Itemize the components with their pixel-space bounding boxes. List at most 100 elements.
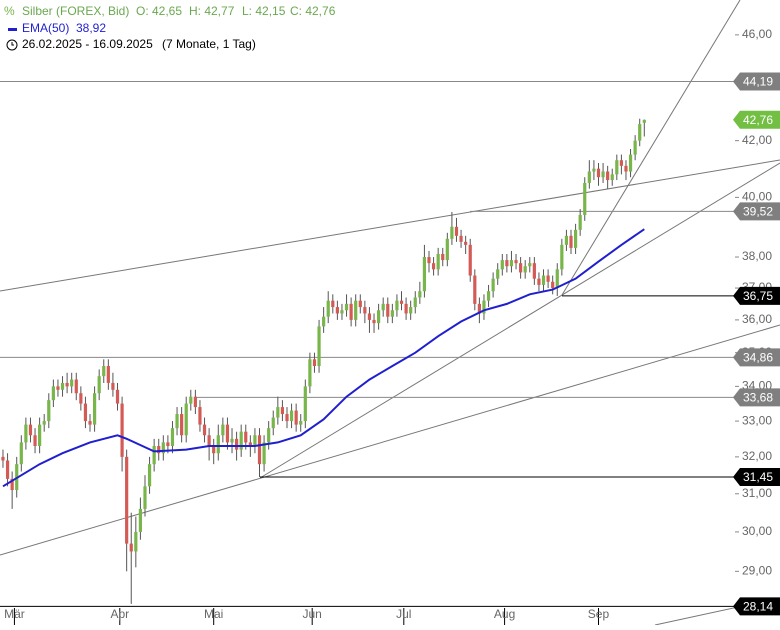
candle-body <box>642 119 646 123</box>
candle-body <box>500 260 504 270</box>
candle-body <box>1 456 5 461</box>
price-tag-label: 44,19 <box>743 75 773 89</box>
candle-body <box>60 382 65 390</box>
candle-body <box>235 438 239 450</box>
candle-body <box>129 543 133 552</box>
candle-body <box>615 160 619 175</box>
candle-body <box>198 407 202 425</box>
price-tag <box>733 286 780 305</box>
candle-body <box>532 263 536 279</box>
candle-body <box>606 171 610 181</box>
ohlc: L: 42,15 <box>242 4 286 18</box>
candle-body <box>253 435 257 447</box>
candle-body <box>276 407 280 418</box>
candle-body <box>546 275 550 282</box>
candle-body <box>450 226 454 239</box>
candle-body <box>583 182 587 215</box>
candle-body <box>51 386 55 401</box>
candle-body <box>358 300 362 308</box>
candles <box>1 118 646 604</box>
trendline <box>561 0 741 296</box>
candle-body <box>244 431 248 443</box>
candle-body <box>299 421 303 425</box>
candle-body <box>92 393 97 425</box>
candle-body <box>541 275 546 285</box>
candle-body <box>560 244 564 270</box>
candle-body <box>134 531 138 552</box>
candle-body <box>390 310 394 317</box>
candle-body <box>47 400 51 422</box>
candle-body <box>340 310 344 314</box>
axis: 29,0030,0031,0032,0033,0034,0035,0036,00… <box>4 27 772 625</box>
candle-body <box>312 359 317 367</box>
candle-body <box>189 396 193 404</box>
candle-body <box>628 154 633 172</box>
clock-icon <box>6 39 18 51</box>
x-tick-label: Mär <box>4 607 25 621</box>
price-tag-label: 33,68 <box>743 391 773 405</box>
candle-body <box>335 307 339 314</box>
candle-body <box>514 260 518 264</box>
candle-body <box>42 421 46 425</box>
x-tick-label: Jul <box>396 607 411 621</box>
candle-body <box>102 366 106 377</box>
candle-body <box>496 269 500 279</box>
candle-body <box>367 313 372 320</box>
candle-body <box>271 417 275 429</box>
icon: % <box>4 4 15 18</box>
trendline <box>0 159 780 292</box>
candle-body <box>482 300 486 314</box>
y-tick-label: 32,00 <box>742 449 772 463</box>
candle-body <box>88 421 92 425</box>
candle-body <box>344 303 349 311</box>
candle-body <box>436 253 440 270</box>
ema-line <box>2 228 645 488</box>
candle-body <box>83 403 88 422</box>
candle-body <box>409 307 413 314</box>
candle-body <box>202 424 207 436</box>
candle-body <box>221 424 225 436</box>
candle-body <box>143 486 147 509</box>
candle-body <box>468 244 472 276</box>
candle-body <box>157 446 161 454</box>
price-tag-label: 39,52 <box>743 205 773 219</box>
candle-body <box>289 410 294 422</box>
candle-body <box>422 257 427 292</box>
candle-body <box>404 303 408 314</box>
candle-body <box>473 275 477 304</box>
price-tag <box>733 468 780 487</box>
x-tick-label: Jun <box>303 607 322 621</box>
candle-body <box>106 366 110 383</box>
y-tick-label: 33,00 <box>742 413 772 427</box>
candle-body <box>596 168 601 178</box>
candle-body <box>523 266 527 273</box>
candle-body <box>441 253 445 261</box>
y-tick-label: 40,00 <box>742 190 772 204</box>
ohlc: C: 42,76 <box>290 4 336 18</box>
candle-body <box>569 235 573 248</box>
candle-body <box>285 414 289 422</box>
candle-body <box>610 174 614 181</box>
x-tick-label: Aug <box>494 607 515 621</box>
candle-body <box>638 124 642 141</box>
candle-body <box>19 442 23 465</box>
candle-body <box>5 460 10 479</box>
price-tag <box>733 110 780 129</box>
ohlc: O: 42,65 <box>136 4 182 18</box>
candle-body <box>427 257 431 264</box>
candle-body <box>592 168 596 172</box>
candle-body <box>564 235 569 245</box>
y-tick-label: 38,00 <box>742 249 772 263</box>
candle-body <box>262 442 266 465</box>
candle-body <box>170 428 175 447</box>
price-tag <box>733 72 780 91</box>
candle-body <box>111 382 115 390</box>
candle-body <box>578 214 582 230</box>
ema-legend-swatch <box>8 28 17 31</box>
candle-body <box>152 446 156 465</box>
candle-body <box>381 303 385 311</box>
y-tick-label: 29,00 <box>742 564 772 578</box>
candle-body <box>454 226 459 236</box>
